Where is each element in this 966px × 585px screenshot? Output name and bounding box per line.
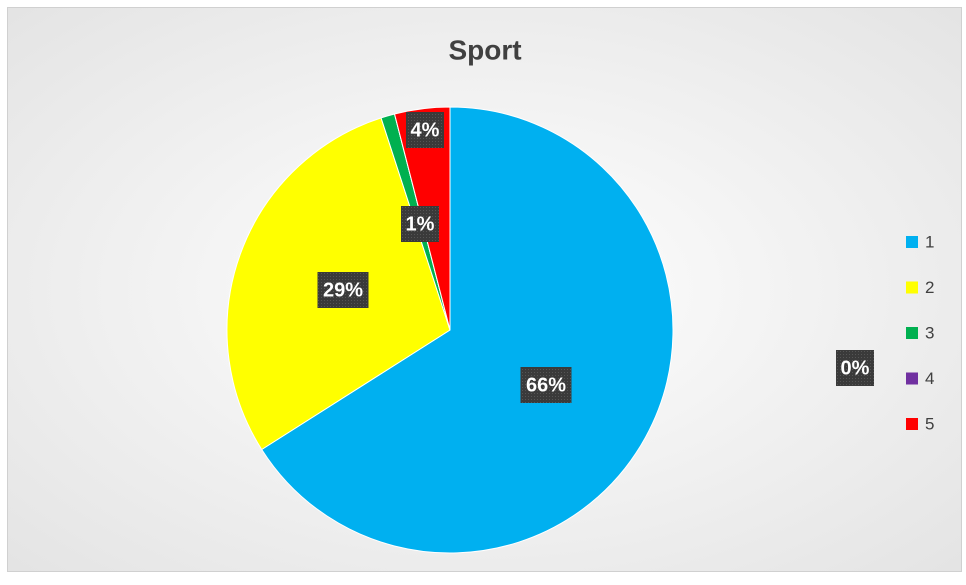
data-label-box [836,350,874,386]
legend-label: 2 [925,278,934,297]
chart-title: Sport [448,34,521,65]
legend-swatch [906,281,918,294]
data-label: 0% [841,357,870,379]
data-label: 29% [323,279,363,301]
legend-label: 1 [925,232,934,251]
data-label-box [401,206,439,242]
pie-slice [261,106,674,554]
data-label: 1% [406,213,435,235]
data-label: 66% [526,374,566,396]
data-label-box [520,367,572,403]
data-label: 4% [411,119,440,141]
data-label-box [317,272,369,308]
legend-label: 4 [925,369,934,388]
data-label-box [406,112,444,148]
legend-label: 5 [925,414,934,433]
legend-swatch [906,327,918,339]
legend-swatch [906,418,918,430]
legend-swatch [906,236,918,248]
legend-swatch [906,372,918,385]
legend-label: 3 [925,323,934,342]
